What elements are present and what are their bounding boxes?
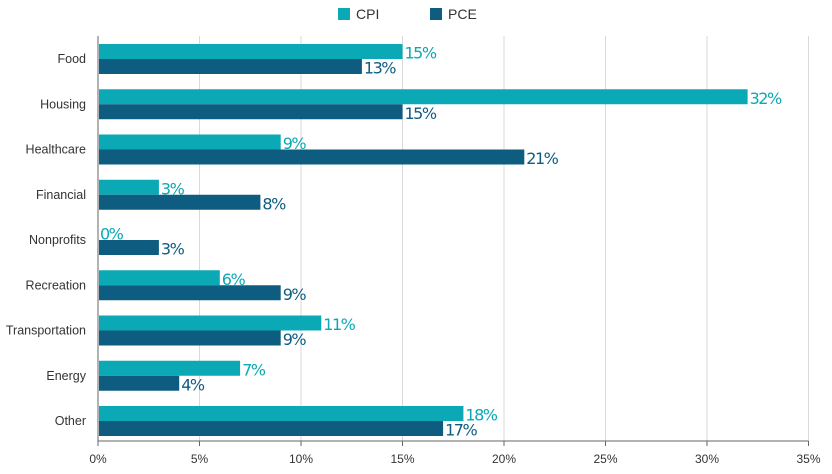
data-label-cpi: 9% — [283, 134, 307, 153]
category-label: Financial — [36, 188, 86, 202]
bar-cpi — [99, 360, 241, 376]
data-label-pce: 15% — [405, 104, 437, 123]
x-tick-label: 25% — [593, 452, 617, 466]
data-label-pce: 9% — [283, 330, 307, 349]
data-label-cpi: 3% — [161, 179, 185, 198]
data-label-cpi: 18% — [465, 406, 497, 425]
x-tick-label: 15% — [390, 452, 414, 466]
bar-cpi — [99, 315, 322, 331]
legend-label-pce: PCE — [448, 6, 477, 22]
category-label: Housing — [40, 97, 86, 111]
bar-cpi — [99, 89, 748, 105]
x-tick-label: 10% — [289, 452, 313, 466]
bar-pce — [99, 285, 281, 301]
data-label-pce: 21% — [526, 149, 558, 168]
x-tick-label: 0% — [89, 452, 107, 466]
bar-pce — [99, 59, 362, 74]
data-label-pce: 9% — [283, 285, 307, 304]
x-tick-label: 30% — [695, 452, 719, 466]
bar-cpi — [99, 270, 220, 286]
legend: CPI PCE — [0, 4, 832, 24]
data-label-cpi: 11% — [323, 315, 355, 334]
data-label-pce: 8% — [262, 194, 286, 213]
bar-pce — [99, 149, 525, 165]
data-label-cpi: 7% — [242, 360, 266, 379]
data-label-pce: 4% — [181, 375, 205, 394]
x-tick-label: 5% — [191, 452, 209, 466]
bar-pce — [99, 421, 444, 436]
data-label-pce: 13% — [364, 59, 396, 78]
bar-pce — [99, 375, 180, 391]
data-label-cpi: 15% — [405, 44, 437, 63]
category-label: Energy — [46, 369, 86, 383]
category-label: Nonprofits — [29, 233, 86, 247]
legend-swatch-pce — [430, 8, 442, 20]
bar-pce — [99, 194, 261, 210]
bar-cpi — [99, 179, 159, 195]
data-label-pce: 3% — [161, 240, 185, 259]
x-tick-label: 20% — [492, 452, 516, 466]
legend-label-cpi: CPI — [356, 6, 380, 22]
category-label: Food — [58, 52, 87, 66]
legend-item-cpi: CPI — [338, 4, 379, 24]
legend-item-pce: PCE — [430, 4, 477, 24]
data-label-cpi: 6% — [222, 270, 246, 289]
data-label-cpi: 32% — [750, 89, 782, 108]
data-label-cpi: 0% — [100, 225, 124, 244]
legend-swatch-cpi — [338, 8, 350, 20]
bar-cpi — [99, 406, 464, 421]
bar-cpi — [99, 44, 403, 59]
bar-pce — [99, 104, 403, 120]
bar-pce — [99, 330, 281, 346]
data-label-pce: 17% — [445, 421, 477, 440]
category-label: Recreation — [26, 278, 86, 292]
bar-pce — [99, 240, 159, 255]
bar-cpi — [99, 134, 281, 150]
category-label: Other — [55, 414, 86, 428]
x-tick-label: 35% — [796, 452, 820, 466]
category-label: Healthcare — [26, 143, 86, 157]
category-label: Transportation — [6, 324, 86, 338]
